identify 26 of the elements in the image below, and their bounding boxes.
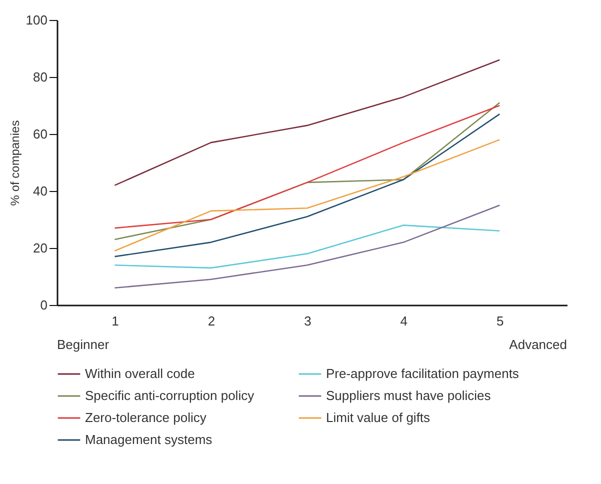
x-tick-label: 5 (496, 314, 504, 328)
line-series (114, 139, 500, 252)
y-tick-label: 80 (33, 70, 48, 84)
y-tick-label: 20 (33, 240, 48, 256)
y-tick-label: 60 (33, 126, 48, 142)
line-series (114, 59, 500, 186)
legend-label: Suppliers must have policies (326, 388, 492, 403)
y-tick-label: 40 (33, 184, 48, 198)
x-tick-label: 3 (304, 314, 312, 328)
line-series (114, 224, 500, 269)
legend-label: Limit value of gifts (326, 410, 431, 425)
text: Beginner (57, 337, 110, 352)
legend-label: Zero-tolerance policy (85, 410, 207, 425)
legend-label: Management systems (85, 432, 213, 447)
line-series (114, 113, 500, 258)
y-tick-label: 100 (26, 12, 48, 28)
legend-label: Within overall code (85, 366, 195, 381)
line-series (114, 204, 500, 289)
legend-label: Specific anti-corruption policy (85, 388, 255, 403)
x-tick-label: 2 (208, 314, 216, 328)
y-axis-title: % of companies (8, 120, 22, 206)
legend-label: Pre-approve facilitation payments (326, 366, 520, 381)
text: Advanced (509, 337, 567, 352)
x-tick-label: 4 (400, 314, 408, 328)
x-tick-label: 1 (112, 314, 119, 328)
y-tick-label: 0 (40, 298, 48, 312)
